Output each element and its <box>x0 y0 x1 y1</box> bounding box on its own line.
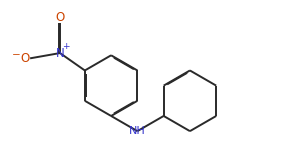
Text: NH: NH <box>129 126 146 136</box>
Text: $\mathregular{N}$: $\mathregular{N}$ <box>55 47 65 60</box>
Text: $\mathregular{O}$: $\mathregular{O}$ <box>20 52 31 65</box>
Text: $\mathregular{O}$: $\mathregular{O}$ <box>55 11 65 24</box>
Text: −: − <box>12 50 21 60</box>
Text: +: + <box>62 42 69 51</box>
